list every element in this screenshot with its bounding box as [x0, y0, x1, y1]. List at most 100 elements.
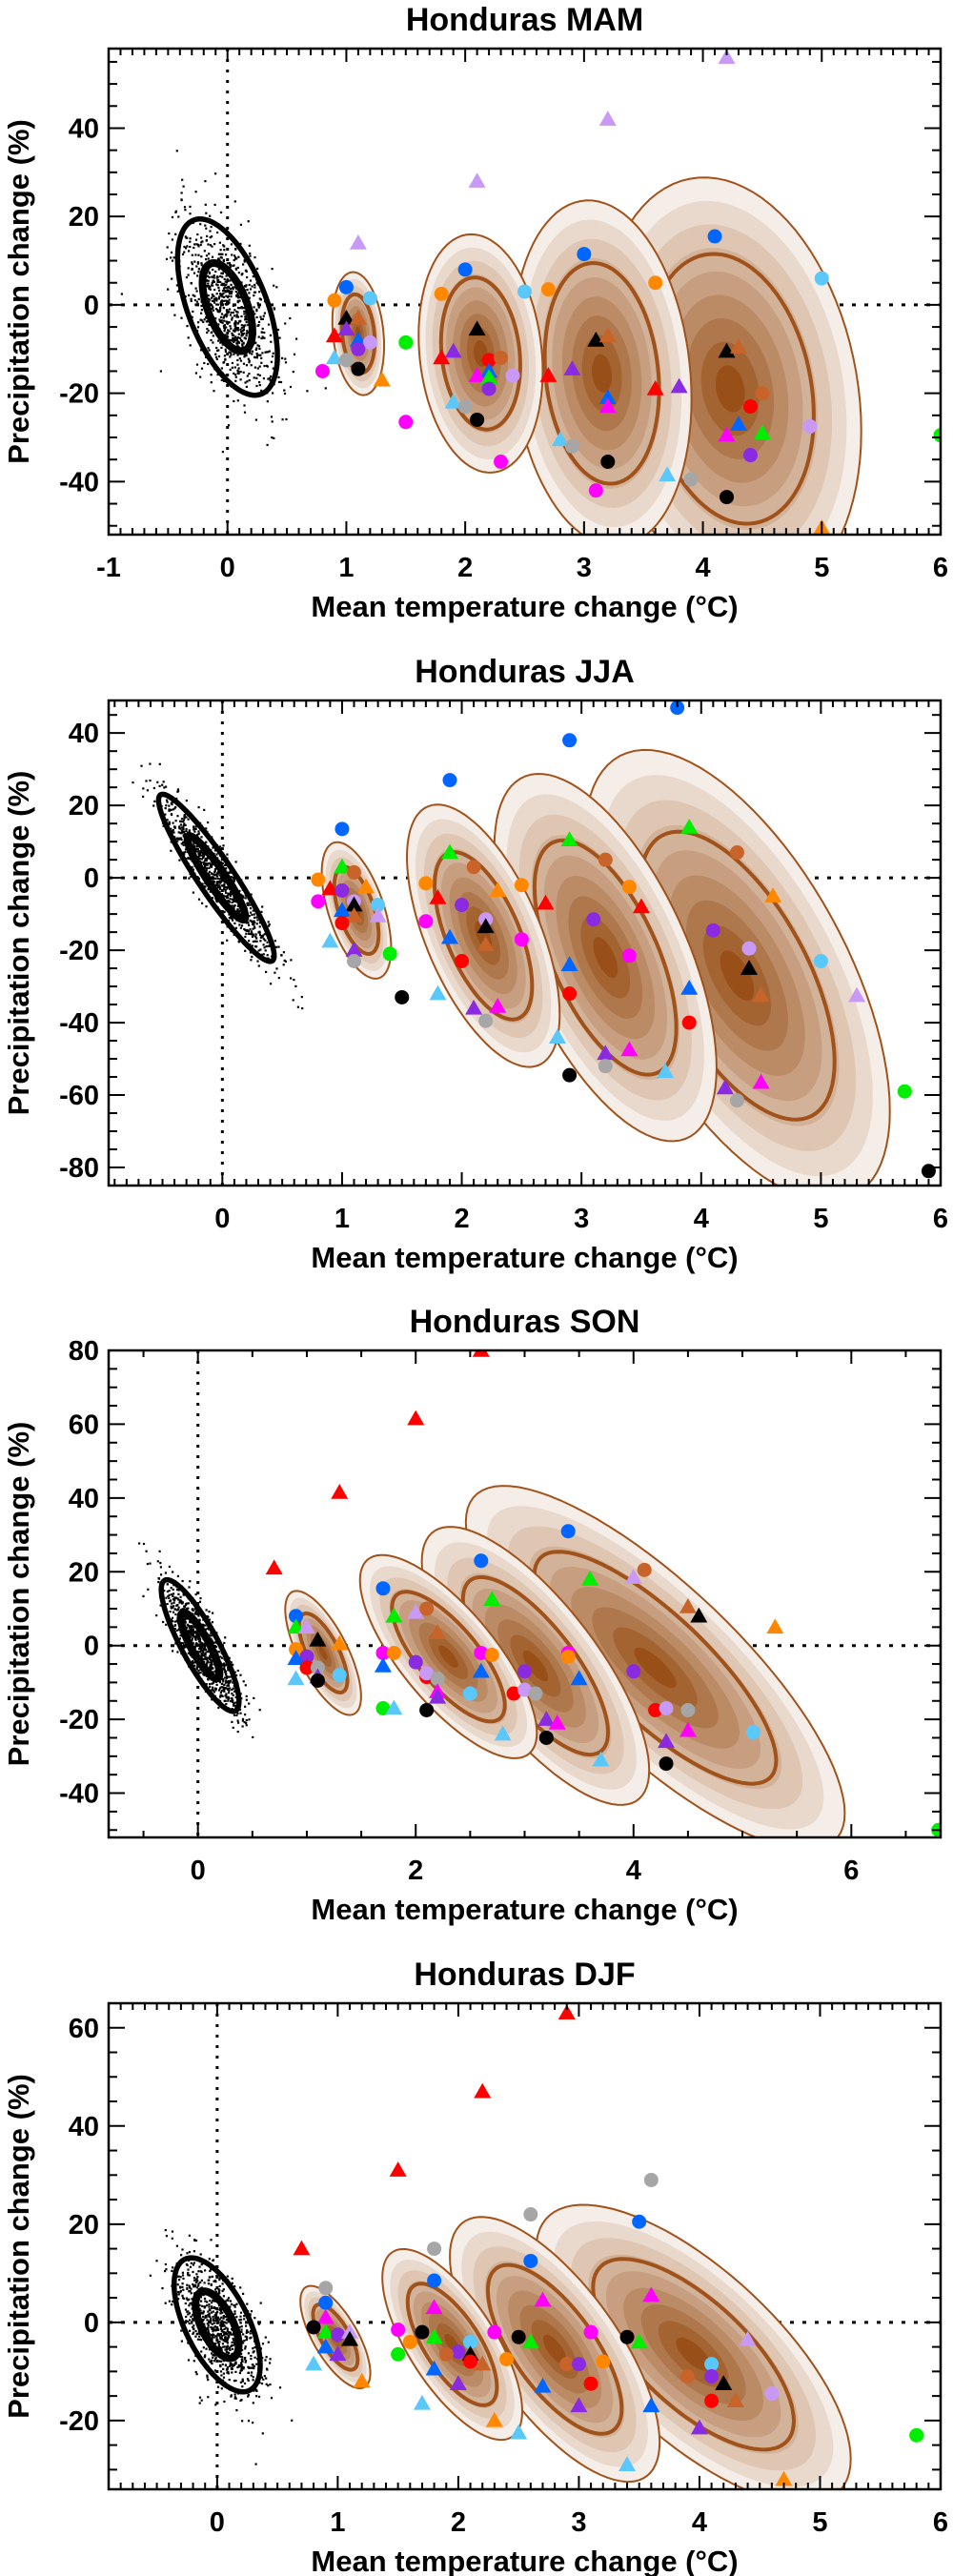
plot-area	[109, 1350, 941, 1837]
baseline-point	[211, 876, 213, 879]
baseline-point	[158, 762, 161, 765]
baseline-point	[233, 366, 236, 369]
baseline-point	[228, 871, 231, 874]
baseline-point	[213, 2354, 216, 2357]
baseline-point	[193, 246, 195, 250]
baseline-point	[193, 842, 195, 845]
distribution-band	[592, 354, 612, 393]
baseline-point	[226, 2275, 229, 2278]
marker-triangle	[321, 932, 339, 948]
baseline-point	[213, 2369, 216, 2372]
baseline-point	[190, 2302, 193, 2304]
marker-circle	[487, 2324, 502, 2340]
baseline-point	[171, 2230, 174, 2233]
baseline-point	[217, 268, 220, 271]
baseline-point	[223, 1669, 226, 1672]
baseline-point	[222, 1679, 225, 1682]
baseline-point	[206, 328, 209, 331]
marker-triangle	[729, 416, 747, 431]
baseline-point	[215, 1683, 218, 1686]
baseline-point	[187, 336, 190, 339]
baseline-point	[233, 259, 235, 262]
baseline-point	[240, 2352, 243, 2356]
distribution-ellipse	[381, 2248, 524, 2442]
baseline-point	[223, 328, 226, 331]
baseline-point	[194, 254, 197, 256]
baseline-point	[207, 2324, 210, 2327]
baseline-point	[176, 1574, 179, 1577]
baseline-point	[179, 1634, 182, 1637]
baseline-point	[217, 289, 221, 292]
baseline-point	[234, 336, 237, 339]
baseline-point	[182, 851, 185, 854]
baseline-point	[165, 1596, 168, 1599]
baseline-point	[197, 857, 201, 861]
baseline-point	[233, 334, 235, 336]
distribution-band	[318, 1646, 328, 1660]
baseline-point	[253, 921, 256, 923]
marker-triangle	[539, 367, 558, 382]
baseline-point	[197, 2282, 200, 2285]
baseline-point	[213, 288, 216, 292]
baseline-point	[240, 2366, 243, 2369]
baseline-point	[229, 1680, 232, 1684]
baseline-point	[172, 1611, 175, 1613]
baseline-point	[201, 2304, 204, 2307]
baseline-point	[226, 2333, 229, 2336]
marker-circle	[335, 821, 350, 837]
baseline-point	[258, 931, 261, 934]
plot-area	[109, 49, 941, 535]
baseline-point	[223, 379, 226, 382]
baseline-point	[213, 1644, 216, 1648]
baseline-point	[204, 860, 207, 862]
baseline-point	[214, 2356, 217, 2360]
baseline-point	[175, 2244, 178, 2247]
baseline-point	[204, 224, 207, 227]
baseline-point	[204, 1649, 207, 1652]
baseline-point	[211, 1659, 213, 1663]
baseline-point	[178, 825, 181, 828]
baseline-point	[187, 1652, 190, 1654]
baseline-point	[179, 2289, 182, 2292]
marker-triangle	[373, 371, 391, 387]
baseline-point	[296, 1005, 299, 1008]
marker-circle	[648, 1702, 663, 1717]
baseline-point	[210, 374, 213, 376]
baseline-point	[253, 2364, 255, 2368]
baseline-point	[208, 349, 211, 352]
baseline-point	[249, 254, 252, 257]
baseline-point	[283, 389, 286, 392]
baseline-point	[195, 1668, 198, 1671]
baseline-point	[198, 2265, 201, 2268]
baseline-point	[172, 256, 175, 259]
baseline-point	[219, 1695, 222, 1698]
baseline-point	[216, 278, 219, 281]
marker-circle	[347, 953, 362, 968]
baseline-point	[253, 366, 256, 369]
baseline-point	[180, 831, 183, 835]
baseline-point	[255, 315, 258, 319]
baseline-point	[236, 399, 239, 402]
baseline-point	[188, 2322, 191, 2325]
baseline-point	[218, 2277, 221, 2280]
baseline-point	[242, 896, 245, 899]
baseline-point	[220, 2327, 223, 2330]
baseline-point	[215, 2320, 218, 2322]
baseline-point	[193, 846, 196, 849]
baseline-point	[258, 922, 261, 924]
baseline-point	[250, 2374, 253, 2377]
baseline-point	[209, 2276, 212, 2279]
baseline-point	[194, 2281, 197, 2283]
baseline-point	[182, 835, 185, 838]
x-tick-label: 3	[571, 2507, 586, 2538]
baseline-point	[211, 1639, 213, 1642]
baseline-point	[224, 2300, 227, 2302]
marker-triangle	[597, 1045, 615, 1061]
baseline-point	[213, 873, 216, 876]
baseline-point	[266, 443, 269, 446]
baseline-point	[253, 2317, 256, 2320]
baseline-point	[204, 2269, 207, 2272]
baseline-point	[227, 2337, 230, 2340]
baseline-point	[205, 860, 208, 862]
baseline-point	[255, 356, 258, 359]
